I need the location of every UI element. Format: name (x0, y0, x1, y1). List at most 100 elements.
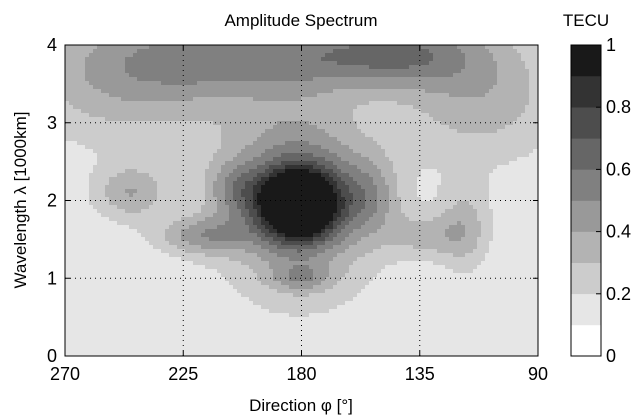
contour-cell (409, 149, 414, 154)
contour-cell (489, 137, 494, 142)
contour-cell (101, 105, 106, 110)
contour-cell (173, 165, 178, 170)
contour-cell (81, 209, 86, 214)
contour-cell (145, 149, 150, 154)
contour-cell (69, 109, 74, 114)
contour-cell (441, 53, 446, 58)
contour-cell (517, 77, 522, 82)
contour-cell (241, 93, 246, 98)
contour-cell (469, 129, 474, 134)
contour-cell (185, 93, 190, 98)
contour-cell (425, 181, 430, 186)
contour-cell (257, 85, 262, 90)
contour-cell (97, 169, 102, 174)
contour-cell (481, 85, 486, 90)
contour-cell (405, 121, 410, 126)
contour-cell (225, 113, 230, 118)
contour-cell (189, 65, 194, 70)
contour-cell (301, 121, 306, 126)
contour-cell (213, 197, 218, 202)
contour-cell (109, 45, 114, 50)
contour-cell (81, 157, 86, 162)
contour-cell (501, 121, 506, 126)
contour-cell (193, 113, 198, 118)
contour-cell (349, 185, 354, 190)
contour-cell (521, 121, 526, 126)
contour-cell (81, 77, 86, 82)
contour-cell (489, 85, 494, 90)
contour-cell (381, 153, 386, 158)
contour-cell (97, 109, 102, 114)
contour-cell (253, 181, 258, 186)
contour-cell (473, 197, 478, 202)
contour-cell (141, 185, 146, 190)
contour-cell (501, 161, 506, 166)
contour-cell (321, 45, 326, 50)
contour-cell (289, 77, 294, 82)
contour-cell (273, 69, 278, 74)
contour-cell (245, 69, 250, 74)
contour-cell (209, 45, 214, 50)
contour-cell (233, 165, 238, 170)
contour-cell (153, 61, 158, 66)
contour-cell (249, 53, 254, 58)
contour-cell (361, 169, 366, 174)
contour-cell (437, 201, 442, 206)
contour-cell (533, 45, 538, 50)
contour-cell (181, 105, 186, 110)
contour-cell (489, 133, 494, 138)
contour-cell (81, 129, 86, 134)
contour-cell (389, 145, 394, 150)
contour-cell (421, 93, 426, 98)
contour-cell (333, 173, 338, 178)
contour-cell (225, 193, 230, 198)
contour-cell (133, 69, 138, 74)
contour-cell (457, 165, 462, 170)
contour-cell (413, 49, 418, 54)
contour-cell (525, 165, 530, 170)
contour-cell (217, 121, 222, 126)
contour-cell (457, 205, 462, 210)
contour-cell (69, 133, 74, 138)
contour-cell (449, 89, 454, 94)
contour-cell (141, 45, 146, 50)
contour-cell (233, 157, 238, 162)
contour-cell (389, 81, 394, 86)
contour-cell (461, 205, 466, 210)
contour-cell (185, 173, 190, 178)
contour-cell (273, 97, 278, 102)
contour-cell (377, 173, 382, 178)
contour-cell (341, 89, 346, 94)
contour-cell (205, 117, 210, 122)
contour-cell (289, 145, 294, 150)
contour-cell (81, 197, 86, 202)
contour-cell (513, 69, 518, 74)
contour-cell (441, 113, 446, 118)
contour-cell (133, 157, 138, 162)
contour-cell (217, 177, 222, 182)
contour-cell (229, 81, 234, 86)
contour-cell (101, 137, 106, 142)
contour-cell (421, 49, 426, 54)
contour-cell (373, 165, 378, 170)
contour-cell (277, 61, 282, 66)
contour-cell (97, 133, 102, 138)
contour-cell (225, 69, 230, 74)
contour-cell (445, 85, 450, 90)
contour-cell (113, 69, 118, 74)
contour-cell (65, 109, 70, 114)
contour-cell (133, 185, 138, 190)
contour-cell (337, 177, 342, 182)
contour-cell (257, 181, 262, 186)
contour-cell (381, 73, 386, 78)
contour-cell (505, 197, 510, 202)
contour-cell (493, 177, 498, 182)
contour-cell (141, 153, 146, 158)
contour-cell (117, 73, 122, 78)
contour-cell (357, 129, 362, 134)
contour-cell (165, 121, 170, 126)
contour-cell (273, 169, 278, 174)
contour-cell (181, 201, 186, 206)
contour-cell (137, 197, 142, 202)
contour-cell (221, 177, 226, 182)
